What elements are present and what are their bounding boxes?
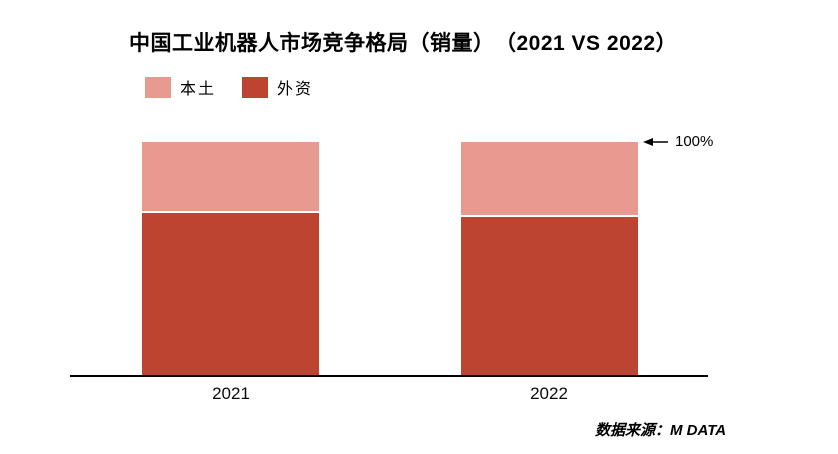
legend: 本土 外资 [145, 75, 313, 99]
bar-2022-segment-domestic [461, 142, 638, 215]
plot-area [0, 142, 838, 376]
bar-2021-segment-foreign [142, 211, 319, 376]
chart-title: 中国工业机器人市场竞争格局（销量） （2021 VS 2022） [129, 32, 678, 55]
bar-2021-segment-domestic [142, 142, 319, 212]
bar-2021 [142, 142, 319, 376]
legend-label-domestic: 本土 [180, 81, 217, 98]
bar-2022 [461, 142, 638, 376]
annotation-label: 100% [675, 133, 714, 150]
legend-item-domestic: 本土 [145, 75, 216, 99]
data-source: 数据来源：M DATA [595, 422, 727, 439]
x-label-2022: 2022 [530, 384, 568, 403]
x-label-2021: 2021 [212, 384, 250, 403]
legend-label-foreign: 外资 [277, 81, 314, 98]
annotation-100pct: 100% [643, 133, 713, 150]
bar-2022-segment-foreign [461, 214, 638, 376]
legend-item-foreign: 外资 [242, 75, 313, 99]
legend-swatch-foreign [242, 76, 269, 98]
x-axis-line [70, 375, 708, 377]
legend-swatch-domestic [145, 76, 171, 98]
arrow-left-icon [643, 137, 668, 146]
